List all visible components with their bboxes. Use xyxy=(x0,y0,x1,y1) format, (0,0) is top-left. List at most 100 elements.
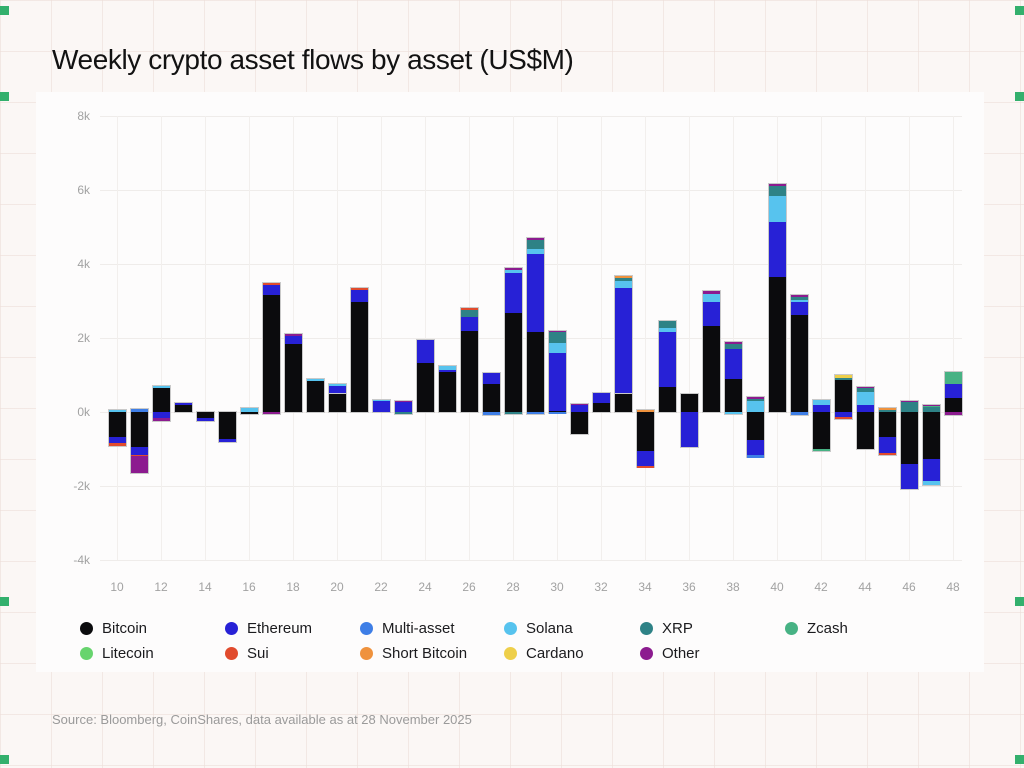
bar-segment-other xyxy=(130,456,148,474)
bar-week-32 xyxy=(591,108,611,568)
bar-segment-xrp xyxy=(768,185,786,196)
legend-item-sui: Sui xyxy=(225,645,360,662)
bar-segment-bitcoin xyxy=(746,412,764,440)
x-axis-tick-label: 36 xyxy=(682,580,696,594)
bar-week-23 xyxy=(393,108,413,568)
bar-segment-solana xyxy=(108,409,126,412)
y-axis-tick-label: 4k xyxy=(77,257,90,271)
legend-swatch-ethereum-icon xyxy=(225,622,238,635)
bar-segment-ethereum xyxy=(834,412,852,417)
x-gridline xyxy=(645,116,646,560)
bar-week-24 xyxy=(415,108,435,568)
bar-week-37 xyxy=(701,108,721,568)
bar-segment-other xyxy=(746,397,764,400)
bar-segment-solana xyxy=(526,249,544,254)
bar-segment-cardano xyxy=(834,375,852,378)
bar-week-33 xyxy=(613,108,633,568)
bar-segment-other xyxy=(768,184,786,186)
bar-segment-bitcoin xyxy=(878,412,896,437)
bar-segment-bitcoin xyxy=(460,330,478,412)
bar-segment-ethereum xyxy=(702,301,720,327)
bar-segment-ethereum xyxy=(504,272,522,313)
bar-segment-other xyxy=(152,417,170,421)
bar-week-27 xyxy=(481,108,501,568)
bar-segment-ethereum xyxy=(636,450,654,466)
legend-swatch-solana-icon xyxy=(504,622,517,635)
legend-label-sui: Sui xyxy=(247,645,269,662)
bar-segment-bitcoin xyxy=(900,412,918,465)
bar-segment-bitcoin xyxy=(306,380,324,412)
bar-segment-xrp xyxy=(658,320,676,328)
x-axis-tick-label: 24 xyxy=(418,580,432,594)
x-gridline xyxy=(381,116,382,560)
legend-label-bitcoin: Bitcoin xyxy=(102,620,148,637)
bar-week-47 xyxy=(921,108,941,568)
x-gridline xyxy=(117,116,118,560)
bar-segment-xrp xyxy=(834,377,852,381)
bar-week-36 xyxy=(679,108,699,568)
bar-segment-ethereum xyxy=(328,386,346,394)
bar-week-11 xyxy=(129,108,149,568)
bar-week-16 xyxy=(239,108,259,568)
bar-segment-multi_asset xyxy=(746,454,764,458)
bar-segment-xrp xyxy=(922,407,940,412)
bar-segment-other xyxy=(570,403,588,406)
bar-segment-ethereum xyxy=(922,459,940,481)
bar-week-39 xyxy=(745,108,765,568)
bar-segment-short_bitcoin xyxy=(878,408,896,410)
bar-segment-sui xyxy=(350,288,368,290)
plot-area: 8k 6k 4k 2k 0k -2k -4k 10 12 14 16 18 20 22 24 26 28 30 32… xyxy=(73,108,963,608)
x-axis-tick-label: 44 xyxy=(858,580,872,594)
bar-segment-other xyxy=(394,400,412,403)
legend-label-solana: Solana xyxy=(526,620,573,637)
bar-segment-ethereum xyxy=(856,405,874,412)
bar-week-10 xyxy=(107,108,127,568)
bar-week-28 xyxy=(503,108,523,568)
bar-segment-bitcoin xyxy=(812,412,830,449)
bar-segment-ethereum xyxy=(944,384,962,398)
bar-week-40 xyxy=(767,108,787,568)
bar-segment-bitcoin xyxy=(702,326,720,412)
bar-segment-bitcoin xyxy=(328,393,346,412)
bar-segment-sui xyxy=(834,416,852,419)
edge-marker-icon xyxy=(0,92,9,101)
legend-row: Bitcoin Ethereum Multi-asset Solana XRP Zcash xyxy=(80,616,960,641)
bar-week-29 xyxy=(525,108,545,568)
x-gridline xyxy=(249,116,250,560)
bar-segment-xrp xyxy=(548,331,566,343)
legend-item-zcash: Zcash xyxy=(785,620,945,637)
legend-swatch-other-icon xyxy=(640,647,653,660)
x-gridline xyxy=(337,116,338,560)
legend-item-xrp: XRP xyxy=(640,620,785,637)
bar-segment-other xyxy=(790,295,808,297)
bar-segment-xrp xyxy=(526,239,544,250)
x-axis-tick-label: 40 xyxy=(770,580,784,594)
bar-segment-solana xyxy=(438,366,456,371)
y-gridline xyxy=(100,559,962,561)
x-axis-tick-label: 30 xyxy=(550,580,564,594)
legend-swatch-zcash-icon xyxy=(785,622,798,635)
bar-segment-bitcoin xyxy=(548,410,566,413)
legend-item-bitcoin: Bitcoin xyxy=(80,620,225,637)
x-axis-tick-label: 12 xyxy=(154,580,168,594)
source-text: Source: Bloomberg, CoinShares, data avai… xyxy=(52,712,472,727)
x-gridline xyxy=(161,116,162,560)
bar-segment-bitcoin xyxy=(636,412,654,451)
bar-segment-sui xyxy=(130,454,148,457)
bar-segment-bitcoin xyxy=(108,412,126,438)
bar-segment-other xyxy=(900,400,918,403)
bar-segment-bitcoin xyxy=(724,379,742,412)
legend-label-ethereum: Ethereum xyxy=(247,620,313,637)
x-axis-tick-label: 18 xyxy=(286,580,300,594)
bar-segment-other xyxy=(504,268,522,270)
bar-segment-other xyxy=(856,386,874,389)
bar-week-44 xyxy=(855,108,875,568)
bar-week-46 xyxy=(899,108,919,568)
bar-week-21 xyxy=(349,108,369,568)
bar-segment-ethereum xyxy=(812,404,830,412)
bar-segment-solana xyxy=(504,269,522,273)
legend-swatch-litecoin-icon xyxy=(80,647,93,660)
legend-item-other: Other xyxy=(640,645,785,662)
x-axis-tick-label: 16 xyxy=(242,580,256,594)
legend-item-solana: Solana xyxy=(504,620,640,637)
